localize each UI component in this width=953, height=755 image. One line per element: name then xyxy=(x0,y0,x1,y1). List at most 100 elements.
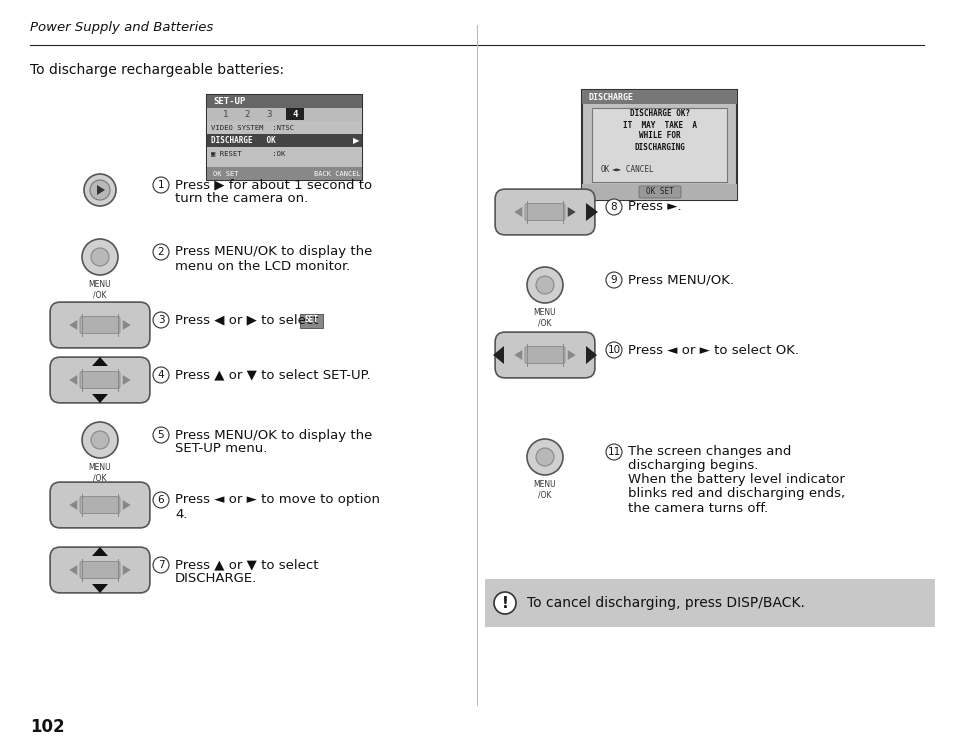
Text: !: ! xyxy=(501,596,508,611)
Text: 5: 5 xyxy=(157,430,164,440)
Text: 1: 1 xyxy=(157,180,164,190)
Polygon shape xyxy=(514,350,521,360)
Text: OK: OK xyxy=(599,165,609,174)
Circle shape xyxy=(152,177,169,193)
Circle shape xyxy=(605,444,621,460)
Polygon shape xyxy=(91,547,108,556)
Text: OK SET: OK SET xyxy=(645,187,673,196)
Text: 4.: 4. xyxy=(174,507,188,520)
FancyBboxPatch shape xyxy=(208,95,362,180)
Text: MENU
/OK: MENU /OK xyxy=(533,308,556,328)
Text: turn the camera on.: turn the camera on. xyxy=(174,193,308,205)
Text: DISCHARGING: DISCHARGING xyxy=(634,143,684,152)
Text: 102: 102 xyxy=(30,718,65,736)
Text: DISCHARGE   OK: DISCHARGE OK xyxy=(212,136,276,145)
Text: Press ►.: Press ►. xyxy=(627,201,680,214)
Text: WHILE FOR: WHILE FOR xyxy=(639,131,680,140)
Bar xyxy=(208,95,362,108)
Circle shape xyxy=(91,248,109,266)
Circle shape xyxy=(494,592,516,614)
Text: When the battery level indicator: When the battery level indicator xyxy=(627,473,844,486)
Circle shape xyxy=(152,312,169,328)
Text: SET-UP: SET-UP xyxy=(213,97,246,106)
Polygon shape xyxy=(91,584,108,593)
Text: Press ▲ or ▼ to select SET-UP.: Press ▲ or ▼ to select SET-UP. xyxy=(174,368,370,381)
Text: MENU
/OK: MENU /OK xyxy=(89,280,112,300)
Text: ▣ RESET       :OK: ▣ RESET :OK xyxy=(212,150,286,156)
Text: BACK CANCEL: BACK CANCEL xyxy=(314,171,360,177)
Text: 9: 9 xyxy=(610,275,617,285)
Text: VIDEO SYSTEM  :NTSC: VIDEO SYSTEM :NTSC xyxy=(212,125,294,131)
Bar xyxy=(208,108,362,121)
Circle shape xyxy=(152,557,169,573)
Circle shape xyxy=(526,267,562,303)
Text: 3: 3 xyxy=(157,315,164,325)
Text: 4: 4 xyxy=(293,110,298,119)
Polygon shape xyxy=(514,207,521,217)
Polygon shape xyxy=(70,500,77,510)
Bar xyxy=(208,147,362,160)
Text: Press ▶ for about 1 second to: Press ▶ for about 1 second to xyxy=(174,178,372,192)
Circle shape xyxy=(605,199,621,215)
Polygon shape xyxy=(123,375,131,385)
Text: SET: SET xyxy=(304,316,318,325)
Polygon shape xyxy=(91,394,108,403)
Polygon shape xyxy=(585,203,598,221)
FancyBboxPatch shape xyxy=(80,497,120,513)
Polygon shape xyxy=(70,565,77,575)
Text: 1: 1 xyxy=(223,110,228,119)
Polygon shape xyxy=(585,346,597,364)
Text: Press ◄ or ► to select OK.: Press ◄ or ► to select OK. xyxy=(627,344,799,356)
Text: the camera turns off.: the camera turns off. xyxy=(627,501,767,514)
Bar xyxy=(582,90,737,104)
Text: 6: 6 xyxy=(157,495,164,505)
Circle shape xyxy=(152,244,169,260)
Text: Press ▲ or ▼ to select: Press ▲ or ▼ to select xyxy=(174,559,318,572)
Text: discharging begins.: discharging begins. xyxy=(627,460,758,473)
FancyBboxPatch shape xyxy=(80,316,120,334)
FancyBboxPatch shape xyxy=(639,186,680,198)
Text: The screen changes and: The screen changes and xyxy=(627,445,791,458)
Text: 10: 10 xyxy=(607,345,619,355)
Text: Press ◄ or ► to move to option: Press ◄ or ► to move to option xyxy=(174,494,379,507)
Text: Press MENU/OK.: Press MENU/OK. xyxy=(627,273,733,286)
Bar xyxy=(208,134,362,147)
FancyBboxPatch shape xyxy=(495,332,595,378)
Circle shape xyxy=(152,367,169,383)
Text: To discharge rechargeable batteries:: To discharge rechargeable batteries: xyxy=(30,63,284,77)
Text: 3: 3 xyxy=(267,110,272,119)
Text: Power Supply and Batteries: Power Supply and Batteries xyxy=(30,20,213,33)
Polygon shape xyxy=(567,350,575,360)
Text: MENU
/OK: MENU /OK xyxy=(533,480,556,499)
Polygon shape xyxy=(123,320,131,330)
Circle shape xyxy=(605,272,621,288)
FancyBboxPatch shape xyxy=(286,108,304,120)
Text: MENU
/OK: MENU /OK xyxy=(89,463,112,482)
Text: ◄► CANCEL: ◄► CANCEL xyxy=(612,165,654,174)
Circle shape xyxy=(526,439,562,475)
Circle shape xyxy=(91,431,109,449)
Polygon shape xyxy=(123,565,131,575)
Bar xyxy=(208,121,362,134)
Text: 7: 7 xyxy=(157,560,164,570)
FancyBboxPatch shape xyxy=(51,482,150,528)
Text: blinks red and discharging ends,: blinks red and discharging ends, xyxy=(627,488,844,501)
Bar xyxy=(208,167,362,180)
Text: DISCHARGE OK?: DISCHARGE OK? xyxy=(629,109,689,119)
Polygon shape xyxy=(123,500,131,510)
Text: 2: 2 xyxy=(245,110,250,119)
Circle shape xyxy=(90,180,110,200)
Text: OK SET: OK SET xyxy=(213,171,238,177)
Circle shape xyxy=(82,239,118,275)
Polygon shape xyxy=(91,357,108,366)
Text: SET-UP menu.: SET-UP menu. xyxy=(174,442,267,455)
Text: To cancel discharging, press DISP/BACK.: To cancel discharging, press DISP/BACK. xyxy=(526,596,804,610)
Bar xyxy=(208,160,362,173)
Text: Press MENU/OK to display the: Press MENU/OK to display the xyxy=(174,429,372,442)
Polygon shape xyxy=(70,375,77,385)
Circle shape xyxy=(152,427,169,443)
Text: ▶: ▶ xyxy=(353,136,359,145)
Text: menu on the LCD monitor.: menu on the LCD monitor. xyxy=(174,260,350,273)
FancyBboxPatch shape xyxy=(495,189,595,235)
Text: Press MENU/OK to display the: Press MENU/OK to display the xyxy=(174,245,372,258)
